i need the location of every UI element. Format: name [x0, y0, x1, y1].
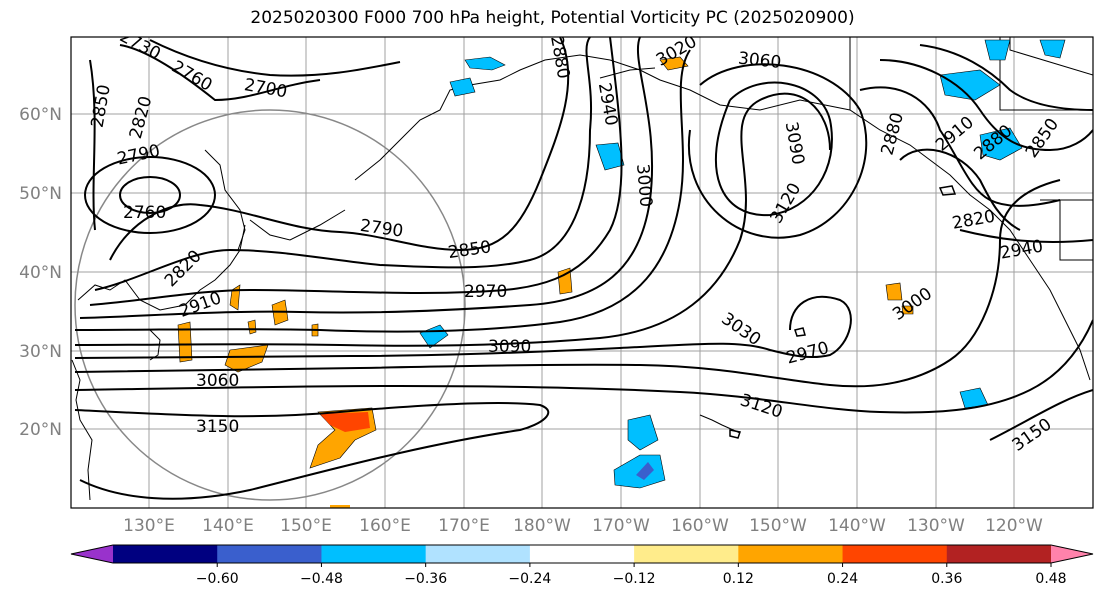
colorbar: −0.60 −0.48 −0.36 −0.24 −0.12 0.12 0.24 0.36 0.4…	[70, 544, 1094, 587]
longitude-labels: 130°E 140°E 150°E 160°E 170°E 180°W 170°…	[123, 516, 1043, 536]
lon-label: 160°W	[671, 516, 729, 536]
map-frame	[70, 36, 1094, 509]
lon-label: 120°W	[985, 516, 1043, 536]
colorbar-tick-label: −0.36	[404, 571, 447, 587]
contour-label: 3090	[488, 337, 531, 357]
contour-label: 2760	[123, 203, 166, 223]
colorbar-tick-label: 0.24	[827, 571, 858, 587]
colorbar-tick-label: −0.12	[613, 571, 656, 587]
height-contours	[74, 37, 1093, 500]
lat-label: 20°N	[19, 420, 62, 440]
lon-label: 150°W	[749, 516, 807, 536]
contour-label: 3060	[737, 49, 782, 73]
colorbar-tick-label: −0.60	[196, 571, 239, 587]
small-features	[729, 185, 957, 439]
lon-label: 170°E	[438, 516, 490, 536]
lon-label: 170°W	[592, 516, 650, 536]
colorbar-tick-label: 0.36	[931, 571, 962, 587]
contour-label: 3000	[632, 163, 656, 208]
lon-label: 180°W	[513, 516, 571, 536]
colorbar-swatch	[946, 545, 1052, 563]
colorbar-tick-label: −0.24	[508, 571, 551, 587]
contour-label: 3150	[196, 417, 239, 437]
lon-label: 150°E	[280, 516, 332, 536]
lon-label: 130°E	[123, 516, 175, 536]
contour-label: 2970	[464, 282, 507, 302]
colorbar-tick-label: −0.48	[300, 571, 343, 587]
colorbar-extension-low	[71, 545, 113, 563]
lon-label: 140°E	[202, 516, 254, 536]
colorbar-tick-label: 0.12	[723, 571, 754, 587]
colorbar-swatch	[113, 545, 218, 563]
coastlines	[71, 37, 1093, 501]
lat-label: 30°N	[19, 342, 62, 362]
colorbar-swatch	[217, 545, 322, 563]
range-circle	[74, 109, 466, 501]
lon-label: 160°E	[359, 516, 411, 536]
latitude-labels: 60°N 50°N 40°N 30°N 20°N	[19, 105, 62, 440]
colorbar-swatch	[738, 545, 844, 563]
colorbar-extension-high	[1051, 545, 1093, 563]
lat-label: 50°N	[19, 184, 62, 204]
colorbar-outline	[70, 544, 1094, 564]
contour-label: 3060	[196, 371, 239, 391]
lat-label: 60°N	[19, 105, 62, 125]
lat-label: 40°N	[19, 263, 62, 283]
colorbar-swatch	[842, 545, 948, 563]
lon-label: 140°W	[828, 516, 886, 536]
colorbar-swatch	[634, 545, 739, 563]
lon-label: 130°W	[907, 516, 965, 536]
colorbar-swatch	[321, 545, 427, 563]
colorbar-tick-label: 0.48	[1035, 571, 1066, 587]
map-title: 2025020300 F000 700 hPa height, Potentia…	[250, 8, 855, 28]
colorbar-swatch	[529, 545, 635, 563]
colorbar-swatch	[425, 545, 531, 563]
